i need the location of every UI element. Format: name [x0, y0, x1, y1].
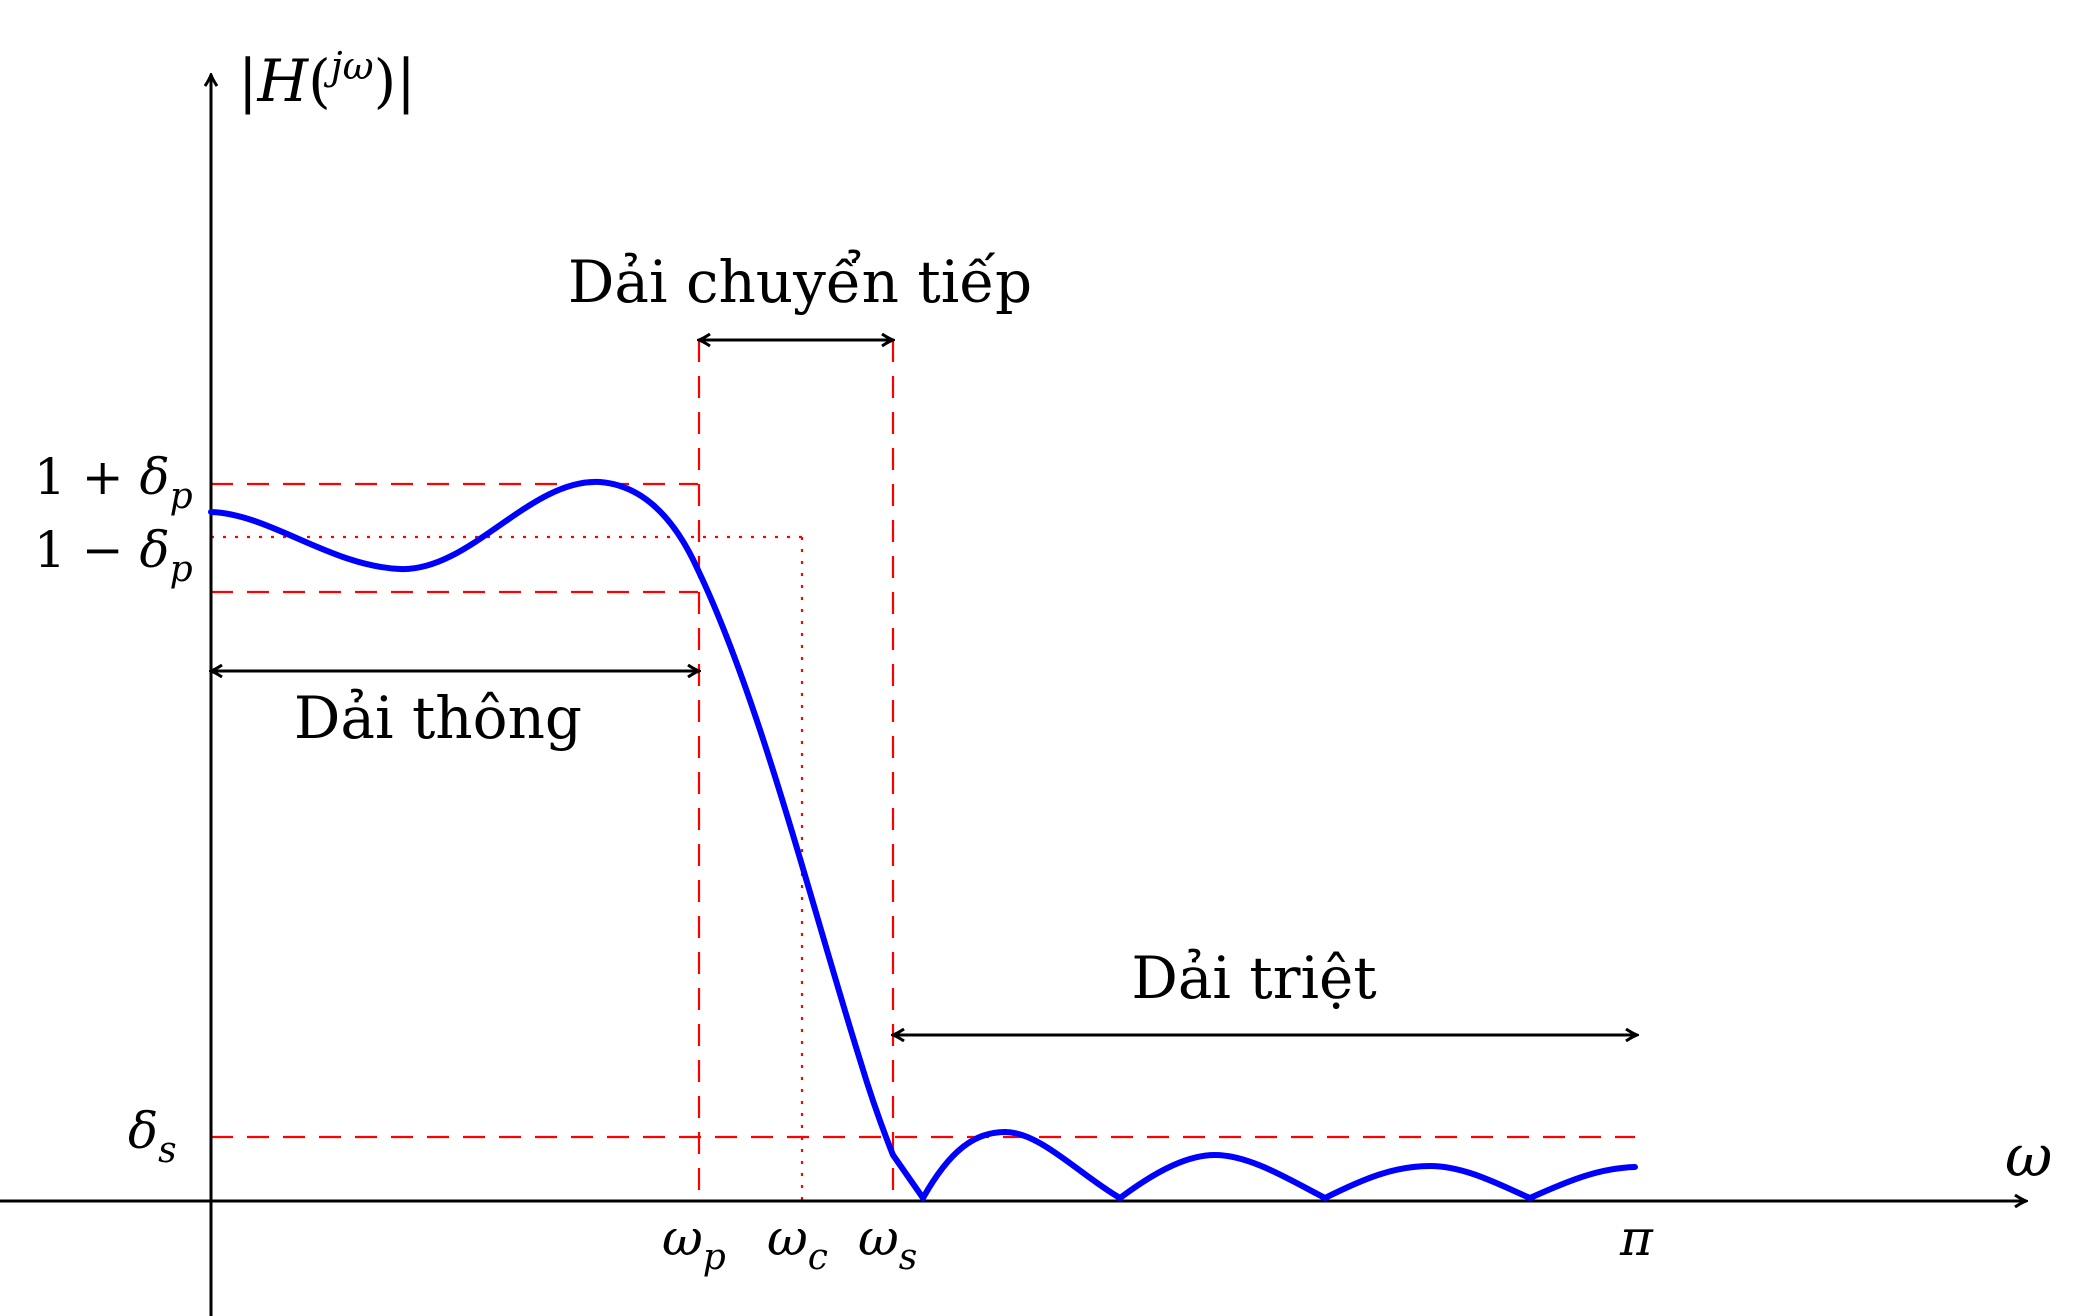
magnitude-response-curve — [208, 478, 1638, 1201]
tick-omega-c: ωc — [767, 1209, 828, 1278]
tick-omega-p: ωp — [662, 1209, 726, 1278]
tick-upper-ripple: 1 + δp — [34, 448, 193, 517]
axes — [0, 76, 2025, 1316]
tick-pi: π — [1619, 1209, 1654, 1267]
stopband-label: Dải triệt — [1131, 944, 1376, 1012]
transition-band-label: Dải chuyển tiếp — [568, 248, 1032, 316]
y-axis-label: |H(jω)| — [238, 44, 416, 115]
band-arrows — [212, 340, 1636, 1035]
tick-lower-ripple: 1 − δp — [34, 521, 193, 590]
x-axis-label: ω — [2005, 1122, 2052, 1190]
passband-label: Dải thông — [294, 684, 582, 752]
tick-omega-s: ωs — [858, 1209, 917, 1278]
tick-stopband-level: δs — [128, 1102, 177, 1171]
guide-lines — [211, 340, 1635, 1200]
